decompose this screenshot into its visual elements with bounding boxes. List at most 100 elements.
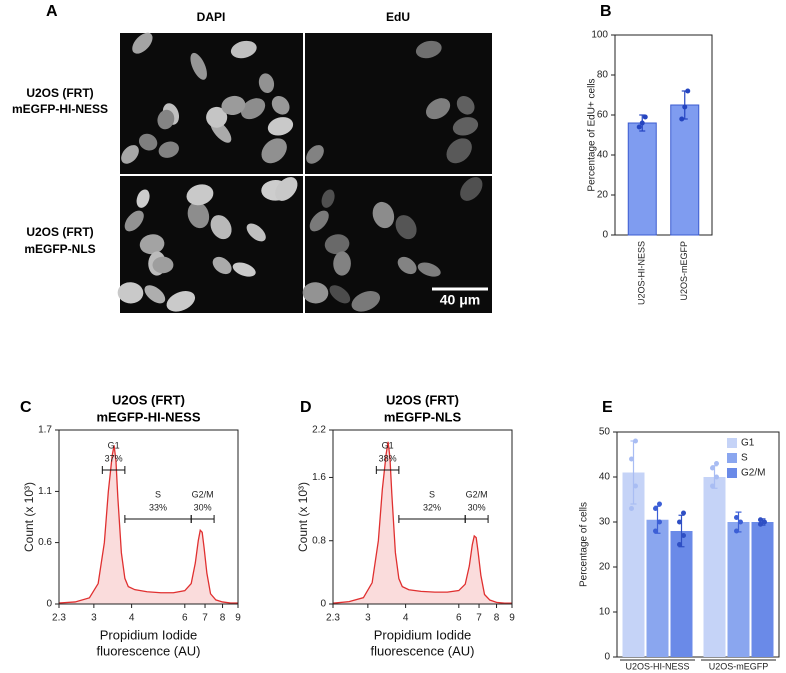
y-tick-label: 40 bbox=[597, 150, 609, 161]
legend-label: G1 bbox=[741, 438, 755, 449]
y-tick-label: 0.8 bbox=[312, 535, 326, 546]
x-tick-label: 6 bbox=[182, 613, 188, 624]
nucleus bbox=[372, 201, 395, 229]
y-axis-label: Percentage of cells bbox=[579, 502, 590, 587]
nucleus bbox=[232, 262, 256, 277]
nucleus bbox=[261, 138, 287, 164]
nucleus bbox=[246, 223, 266, 242]
bar bbox=[646, 519, 669, 657]
x-tick-label: U2OS-HI-NESS bbox=[625, 661, 689, 671]
nucleus bbox=[271, 96, 290, 115]
legend-swatch bbox=[727, 468, 737, 478]
y-tick-label: 100 bbox=[591, 30, 608, 41]
nucleus bbox=[275, 177, 298, 201]
y-tick-label: 80 bbox=[597, 70, 609, 81]
nucleus bbox=[302, 282, 329, 304]
nucleus bbox=[158, 141, 179, 158]
nucleus bbox=[267, 117, 294, 136]
data-point bbox=[758, 517, 763, 523]
nucleus bbox=[241, 98, 266, 120]
nucleus bbox=[117, 282, 144, 304]
y-tick-label: 2.2 bbox=[312, 425, 326, 436]
legend-swatch bbox=[727, 453, 737, 463]
data-point bbox=[679, 116, 685, 122]
nucleus bbox=[132, 32, 153, 54]
x-tick-label: 8 bbox=[220, 613, 226, 624]
bar bbox=[670, 531, 693, 657]
y-tick-label: 50 bbox=[599, 427, 611, 438]
gate-label: S bbox=[155, 489, 161, 499]
data-point bbox=[653, 506, 658, 511]
gate-percent: 37% bbox=[105, 453, 123, 463]
bar bbox=[703, 477, 726, 657]
nucleus bbox=[212, 256, 232, 275]
legend-swatch bbox=[727, 438, 737, 448]
x-tick-label: 2.3 bbox=[52, 613, 66, 624]
legend-label: S bbox=[741, 453, 748, 464]
gate-percent: 33% bbox=[149, 502, 167, 512]
data-point bbox=[629, 456, 634, 462]
nucleus bbox=[152, 256, 174, 274]
nucleus bbox=[121, 145, 139, 164]
x-tick-label: U2OS-mEGFP bbox=[709, 661, 769, 671]
y-tick-label: 1.7 bbox=[38, 425, 52, 436]
x-tick-label: 6 bbox=[456, 613, 462, 624]
y-tick-label: 0.6 bbox=[38, 537, 52, 548]
legend-label: G2/M bbox=[741, 468, 765, 479]
nucleus bbox=[124, 210, 144, 232]
x-tick-label: U2OS-HI-NESS bbox=[637, 241, 647, 305]
nucleus bbox=[452, 117, 479, 136]
data-point bbox=[636, 124, 642, 130]
nucleus bbox=[456, 96, 475, 115]
y-axis-label: Count (x 10³) bbox=[22, 482, 36, 552]
data-point bbox=[657, 519, 662, 525]
data-point bbox=[685, 88, 691, 94]
nucleus bbox=[397, 256, 417, 275]
data-point bbox=[762, 519, 767, 525]
y-tick-label: 30 bbox=[599, 517, 611, 528]
row-label: mEGFP-NLS bbox=[24, 242, 95, 256]
y-tick-label: 20 bbox=[599, 562, 611, 573]
panel-label: C bbox=[20, 399, 32, 416]
plot-frame bbox=[614, 34, 713, 236]
nucleus bbox=[190, 52, 207, 80]
row-label: mEGFP-HI-NESS bbox=[12, 102, 108, 116]
chart-title: mEGFP-NLS bbox=[384, 409, 462, 424]
data-point bbox=[681, 510, 686, 516]
data-point bbox=[639, 120, 645, 126]
data-point bbox=[642, 114, 648, 120]
x-axis-label: fluorescence (AU) bbox=[370, 643, 474, 658]
column-label: EdU bbox=[386, 10, 410, 24]
gate-label: S bbox=[429, 489, 435, 499]
nucleus bbox=[321, 189, 335, 208]
nucleus bbox=[186, 184, 214, 206]
nucleus bbox=[139, 234, 165, 255]
data-point bbox=[738, 519, 743, 525]
x-tick-label: 3 bbox=[91, 613, 97, 624]
histogram-area bbox=[59, 445, 238, 604]
bar bbox=[622, 472, 645, 657]
gate-label: G2/M bbox=[192, 489, 214, 499]
y-tick-label: 0 bbox=[46, 599, 52, 610]
panel-label: E bbox=[602, 399, 613, 416]
x-tick-label: 4 bbox=[403, 613, 409, 624]
nucleus bbox=[417, 262, 441, 277]
micrographs bbox=[117, 32, 492, 313]
gate-label: G1 bbox=[108, 440, 120, 450]
nucleus bbox=[144, 285, 166, 304]
x-tick-label: 7 bbox=[202, 613, 208, 624]
nucleus bbox=[221, 95, 246, 116]
chart-title: mEGFP-HI-NESS bbox=[96, 409, 200, 424]
gate-percent: 30% bbox=[194, 502, 212, 512]
nucleus bbox=[206, 106, 228, 128]
data-point bbox=[734, 528, 739, 534]
row-label: U2OS (FRT) bbox=[26, 86, 93, 100]
data-point bbox=[633, 438, 638, 444]
y-tick-label: 10 bbox=[599, 607, 611, 618]
data-point bbox=[714, 461, 719, 466]
x-tick-label: 7 bbox=[476, 613, 482, 624]
y-tick-label: 1.1 bbox=[38, 486, 52, 497]
data-point bbox=[633, 483, 638, 489]
nucleus bbox=[415, 40, 442, 59]
